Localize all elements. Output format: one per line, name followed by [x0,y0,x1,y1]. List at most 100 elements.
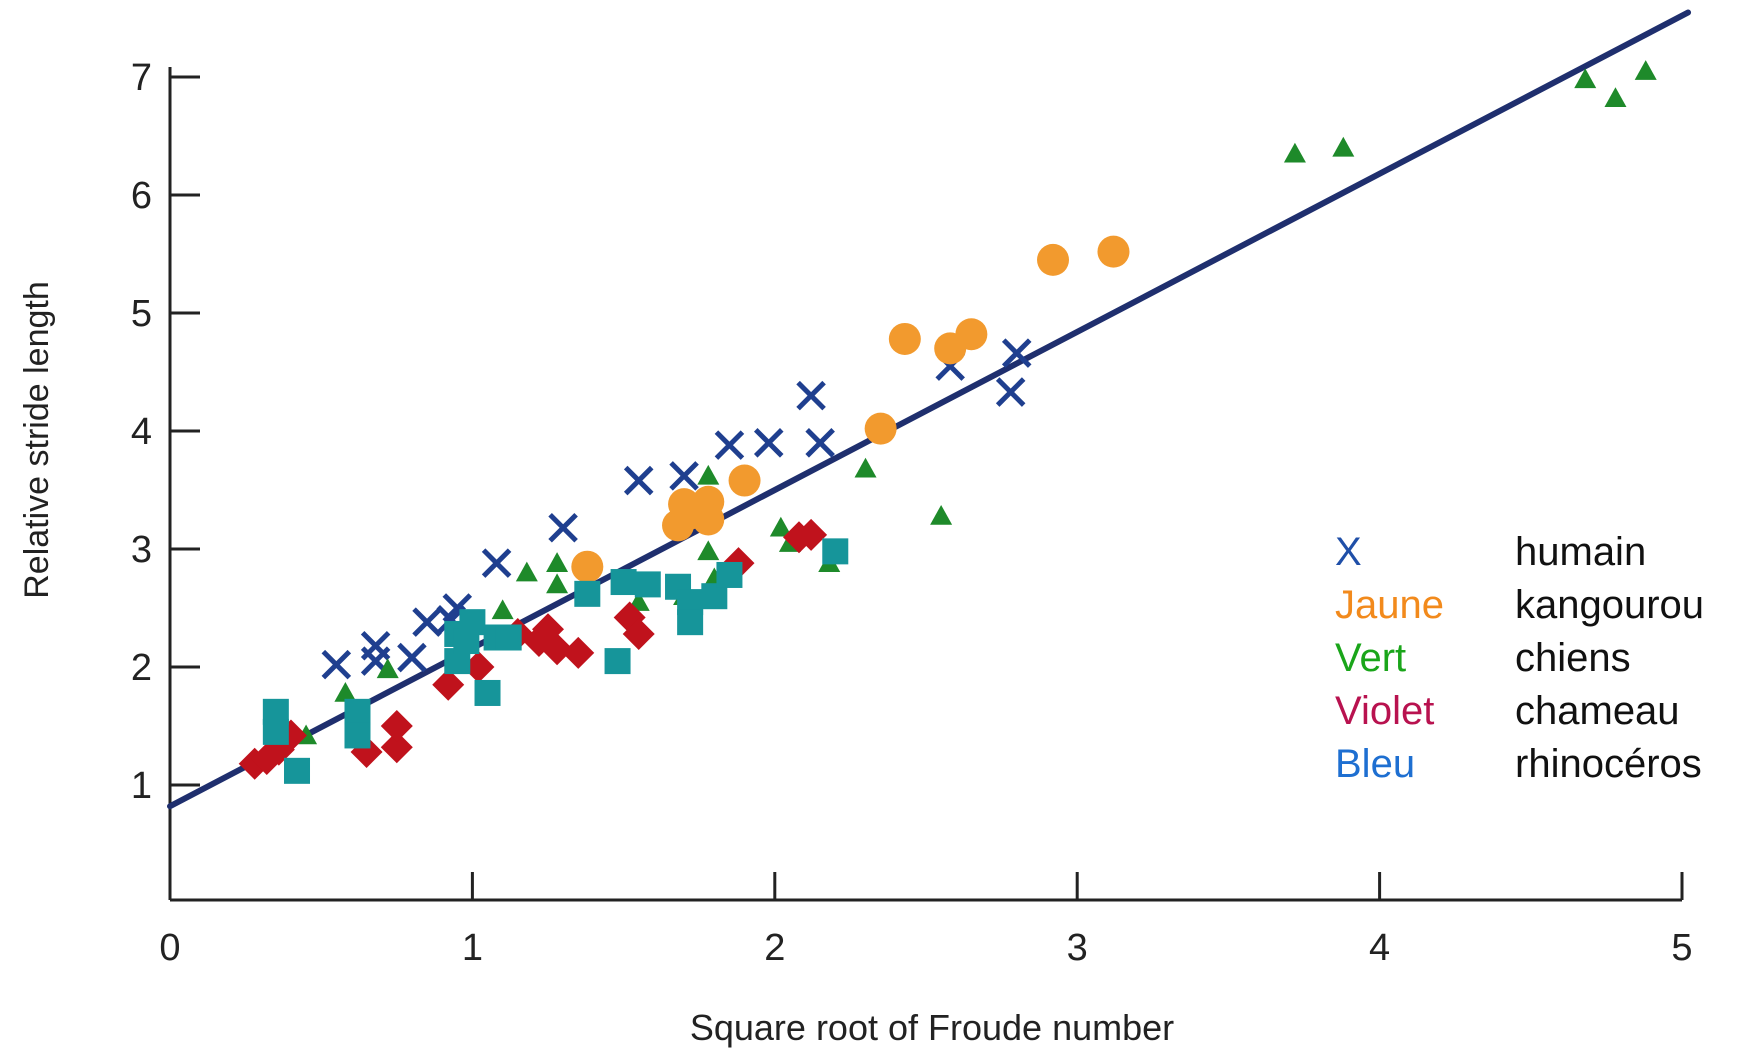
data-point [714,430,745,460]
data-point [432,668,465,701]
rhino-point [822,538,849,565]
dog-point [1634,60,1657,80]
human-x-marker [805,428,835,458]
data-point [769,516,792,537]
y-tick-label: 2 [131,647,152,689]
data-point [574,580,601,607]
camel-point [622,617,655,650]
y-tick-label: 1 [131,765,152,807]
legend-label: chiens [1515,636,1631,680]
rhino-point [459,609,486,636]
data-point [805,428,835,458]
data-point [634,571,661,598]
data-point [459,609,486,636]
data-point [1037,243,1070,276]
data-point [1604,87,1627,108]
x-tick-label: 1 [462,927,483,969]
data-point [284,757,311,784]
camel-point [462,651,495,683]
data-point [412,607,442,637]
dog-point [769,516,792,537]
camel-point [562,636,595,669]
data-point [376,658,399,679]
dog-point [1604,87,1627,108]
human-x-marker [753,428,784,458]
y-tick-label: 3 [131,529,152,571]
rhino-point [344,698,371,725]
data-point [515,561,538,582]
data-point [1283,142,1306,163]
data-point [481,548,512,578]
rhino-point [262,718,289,745]
kangaroo-point [888,322,921,355]
data-point [795,518,828,551]
dog-point [491,599,514,620]
fit-line-layer [167,9,1692,810]
data-point [546,552,569,572]
human-x-marker [397,642,427,673]
camel-point [380,710,413,742]
series-humain [321,338,1032,680]
legend-key: Violet [1335,689,1434,733]
rhino-point [574,580,601,607]
dog-point [515,561,538,582]
legend-key: Jaune [1335,583,1444,627]
data-point [262,718,289,745]
kangaroo-point [864,412,897,445]
rhino-point [634,571,661,598]
dog-point [334,681,357,702]
legend-label: chameau [1515,689,1680,733]
human-x-marker [669,461,699,491]
x-axis-label: Square root of Froude number [690,1007,1174,1048]
data-point [623,465,654,496]
data-point [1574,68,1597,89]
legend-label: humain [1515,530,1646,574]
camel-point [795,518,828,551]
data-point [604,648,631,675]
rhino-point [474,679,501,706]
data-point [610,569,637,596]
data-point [1001,338,1032,368]
series-kangourou [571,235,1130,583]
camel-point [380,731,413,764]
legend-key: Vert [1335,636,1406,680]
data-point [669,461,699,491]
data-point [344,722,371,749]
regression-line [167,9,1692,810]
dog-point [697,540,720,561]
dog-point [1332,136,1355,157]
kangaroo-point [955,318,988,351]
data-point [571,550,604,583]
data-point [344,698,371,725]
data-point [380,731,413,764]
data-point [462,651,495,683]
data-point [321,649,352,680]
data-point [546,573,569,594]
dog-point [697,464,720,485]
y-tick-label: 4 [131,411,152,453]
legend-label: kangourou [1515,583,1704,627]
human-x-marker [360,646,391,676]
data-point [491,599,514,620]
human-x-marker [442,593,473,623]
rhino-point [344,722,371,749]
human-x-marker [796,380,826,411]
data-point [864,412,897,445]
dog-point [546,573,569,594]
rhino-point [716,561,743,588]
data-point [541,633,574,666]
data-point [562,636,595,669]
dog-point [930,504,953,525]
data-point [1634,60,1657,80]
x-tick-label: 2 [764,927,785,969]
data-point [495,624,522,651]
dog-point [376,658,399,679]
dog-point [1574,68,1597,89]
human-x-marker [321,649,352,680]
rhino-point [284,757,311,784]
rhino-point [677,609,704,636]
legend-key: Bleu [1335,742,1415,786]
data-point [716,561,743,588]
